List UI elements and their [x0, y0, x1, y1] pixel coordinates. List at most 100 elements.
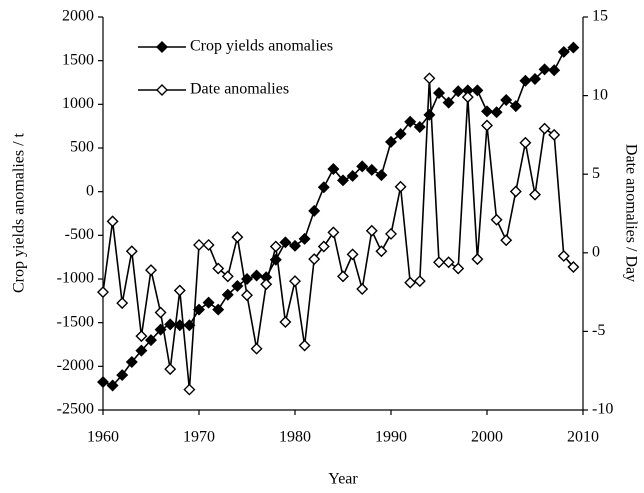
data-point	[269, 240, 282, 253]
data-point	[327, 162, 340, 175]
x-tick-label: 1970	[183, 429, 215, 446]
data-point	[548, 64, 561, 77]
data-point	[193, 303, 205, 316]
y2-tick-label: 5	[592, 165, 600, 182]
y2-axis-label: Date anomalies / Day	[622, 144, 639, 282]
data-point	[529, 73, 541, 85]
data-point	[289, 275, 301, 288]
data-point	[183, 383, 196, 396]
data-point	[289, 239, 301, 252]
y-tick-label: -500	[65, 226, 94, 243]
series-line	[102, 78, 575, 390]
legend-label: Date anomalies	[190, 81, 289, 98]
data-point	[337, 174, 349, 187]
data-point	[116, 369, 129, 382]
data-point	[567, 260, 580, 273]
data-point	[317, 240, 330, 253]
data-point	[385, 227, 397, 240]
data-point	[413, 275, 426, 288]
x-tick-label: 1990	[375, 429, 407, 446]
data-point	[279, 315, 292, 328]
y-tick-label: -1000	[57, 270, 94, 287]
data-point	[548, 128, 561, 141]
data-point	[500, 234, 513, 247]
data-point	[509, 100, 522, 113]
data-point	[365, 163, 378, 176]
data-point	[202, 238, 215, 251]
data-point	[97, 286, 109, 299]
y-tick-label: 0	[86, 182, 94, 199]
legend-marker	[156, 41, 168, 53]
data-point	[404, 276, 417, 289]
data-point	[279, 236, 292, 249]
data-point	[529, 188, 541, 201]
data-point	[212, 303, 225, 316]
data-point	[452, 85, 465, 98]
y2-tick-label: -10	[592, 401, 613, 418]
data-point	[241, 289, 253, 302]
data-point	[433, 256, 445, 269]
data-point	[164, 318, 177, 331]
data-point	[519, 74, 532, 87]
data-point	[481, 119, 493, 132]
data-point	[164, 363, 177, 376]
data-point	[557, 45, 570, 58]
data-point	[221, 270, 234, 283]
x-axis-label: Year	[328, 471, 358, 488]
data-point	[308, 253, 321, 266]
y-tick-label: -2500	[57, 401, 94, 418]
y-tick-label: -2000	[57, 357, 94, 374]
data-point	[413, 121, 426, 134]
x-tick-label: 1980	[279, 429, 311, 446]
data-point	[509, 185, 522, 198]
y2-tick-label: 10	[592, 86, 608, 103]
data-point	[346, 248, 359, 261]
data-point	[423, 72, 436, 85]
data-point	[106, 215, 119, 228]
data-point	[135, 330, 148, 343]
data-point	[433, 86, 445, 99]
data-point	[356, 282, 369, 295]
data-point	[442, 96, 455, 109]
data-point	[135, 344, 148, 357]
data-point	[375, 245, 388, 258]
y-tick-label: 500	[70, 139, 94, 156]
data-point	[442, 256, 455, 269]
data-point	[356, 160, 369, 173]
data-point	[97, 376, 109, 389]
data-point	[461, 91, 474, 104]
data-point	[519, 136, 532, 149]
data-point	[173, 284, 186, 297]
data-point	[260, 278, 273, 291]
data-point	[145, 264, 157, 277]
data-point	[221, 288, 234, 301]
data-point	[557, 249, 570, 262]
data-point	[116, 297, 129, 310]
y2-tick-label: 0	[592, 243, 600, 260]
x-tick-label: 2000	[471, 429, 503, 446]
data-point	[125, 245, 138, 258]
data-point	[298, 232, 311, 245]
data-point	[308, 204, 321, 217]
data-point	[337, 270, 349, 283]
data-point	[250, 269, 263, 282]
data-point	[231, 231, 244, 244]
data-point	[538, 63, 551, 76]
legend-marker	[156, 84, 168, 96]
data-point	[231, 279, 244, 292]
data-point	[145, 334, 157, 347]
y-axis-label: Crop yields anomalies / t	[11, 132, 28, 293]
data-point	[154, 306, 167, 319]
data-point	[250, 342, 263, 355]
data-point	[317, 181, 330, 194]
data-point	[538, 122, 551, 135]
data-point	[404, 115, 417, 128]
data-point	[125, 355, 138, 368]
data-point	[346, 169, 359, 182]
data-point	[212, 262, 225, 275]
data-point	[375, 169, 388, 182]
data-point	[183, 319, 196, 332]
x-tick-label: 1960	[87, 429, 119, 446]
y2-tick-label: 15	[592, 8, 608, 25]
